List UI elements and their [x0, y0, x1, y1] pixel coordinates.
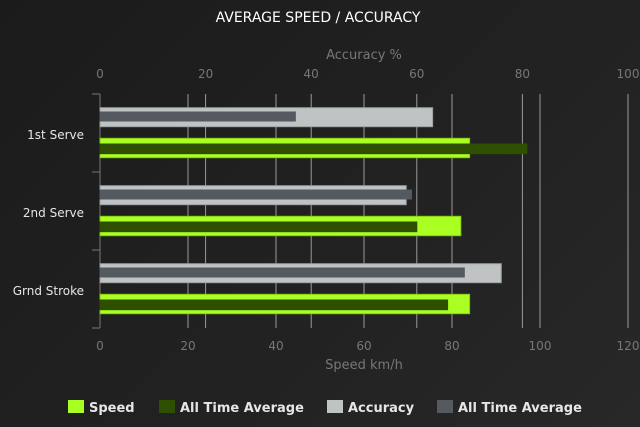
- legend-label: Speed: [89, 401, 135, 416]
- legend-swatch: [327, 400, 343, 413]
- top-tick-label: 100: [617, 67, 640, 81]
- top-tick-label: 40: [304, 67, 319, 81]
- top-tick-label: 80: [515, 67, 530, 81]
- category-label: 2nd Serve: [23, 206, 84, 220]
- legend-label: All Time Average: [180, 401, 304, 416]
- all-time-average-speed-bar: [99, 299, 449, 311]
- legend-label: Accuracy: [348, 401, 415, 416]
- bottom-axis-label: Speed km/h: [325, 358, 403, 373]
- bottom-tick-label: 40: [268, 339, 283, 353]
- all-time-average-speed-bar: [99, 143, 528, 155]
- top-tick-label: 20: [198, 67, 213, 81]
- category-label: 1st Serve: [27, 128, 84, 142]
- all-time-average-accuracy-bar: [99, 111, 296, 122]
- all-time-average-speed-bar: [99, 221, 418, 233]
- category-label: Grnd Stroke: [13, 284, 84, 298]
- bottom-tick-label: 80: [444, 339, 459, 353]
- bottom-tick-label: 0: [96, 339, 104, 353]
- legend-label: All Time Average: [458, 401, 582, 416]
- top-axis-label: Accuracy %: [326, 48, 402, 63]
- top-tick-label: 0: [96, 67, 104, 81]
- bottom-tick-label: 20: [180, 339, 195, 353]
- all-time-average-accuracy-bar: [99, 267, 465, 278]
- all-time-average-accuracy-bar: [99, 189, 413, 200]
- bottom-tick-label: 60: [356, 339, 371, 353]
- bottom-tick-label: 120: [617, 339, 640, 353]
- chart-title: AVERAGE SPEED / ACCURACY: [216, 10, 421, 26]
- legend-swatch: [68, 400, 84, 413]
- legend-swatch: [159, 400, 175, 413]
- legend-swatch: [437, 400, 453, 413]
- top-tick-label: 60: [409, 67, 424, 81]
- bottom-tick-label: 100: [529, 339, 552, 353]
